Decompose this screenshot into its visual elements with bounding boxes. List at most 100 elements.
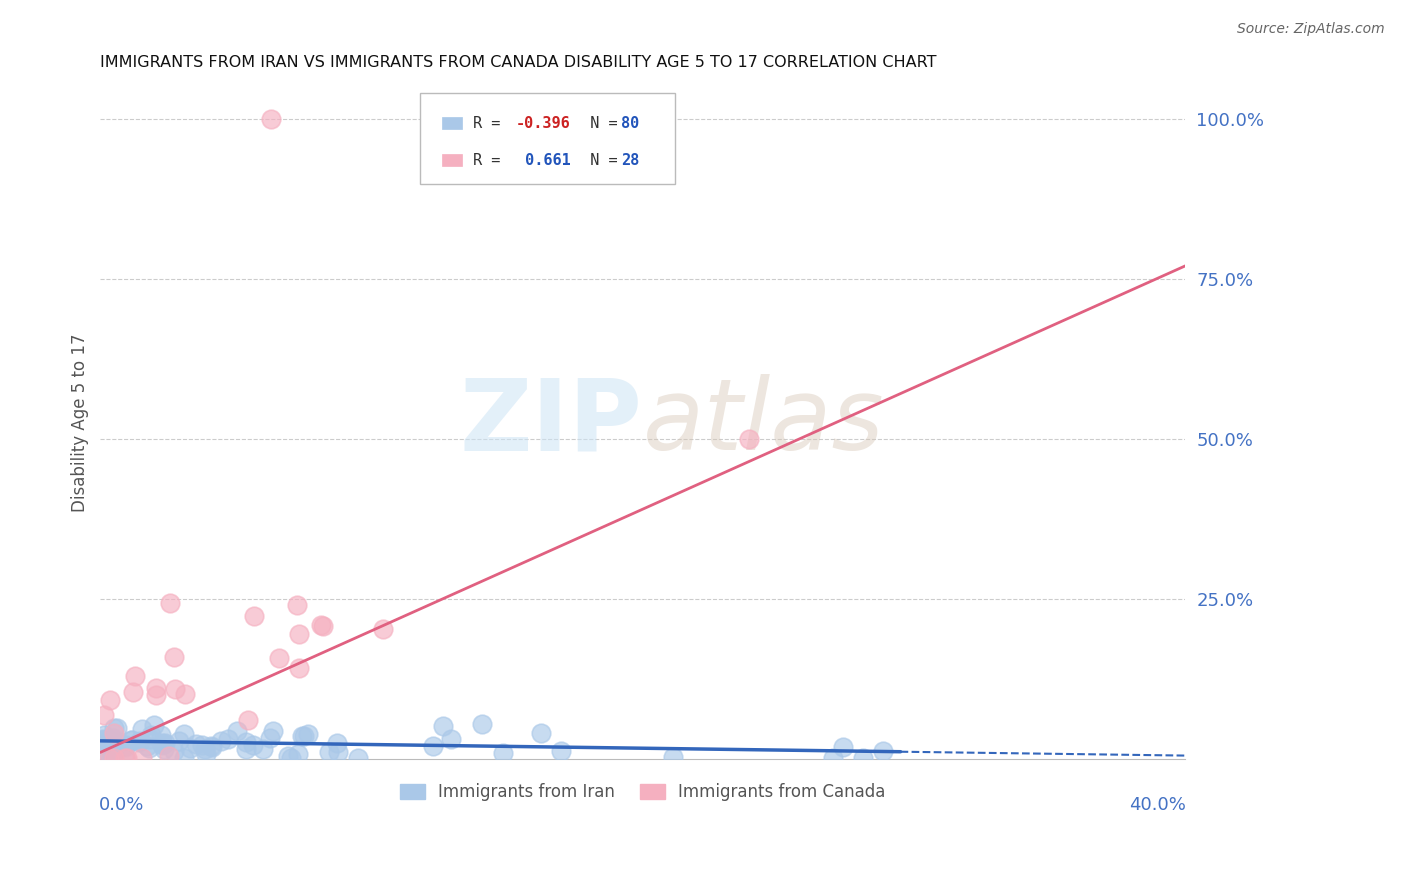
Text: IMMIGRANTS FROM IRAN VS IMMIGRANTS FROM CANADA DISABILITY AGE 5 TO 17 CORRELATIO: IMMIGRANTS FROM IRAN VS IMMIGRANTS FROM …: [100, 55, 936, 70]
Point: [422, 739, 444, 753]
Point: [114, 738, 136, 752]
Point: [110, 739, 132, 754]
Point: [852, 751, 875, 765]
Point: [101, 731, 124, 745]
Point: [186, 737, 208, 751]
Point: [550, 744, 572, 758]
Point: [145, 688, 167, 702]
Point: [105, 721, 128, 735]
Point: [101, 747, 124, 761]
Point: [112, 738, 135, 752]
Point: [832, 739, 855, 754]
Point: [121, 733, 143, 747]
Point: [312, 619, 335, 633]
Text: R =: R =: [472, 153, 519, 168]
Point: [150, 728, 173, 742]
Text: N =: N =: [572, 116, 627, 131]
Point: [326, 745, 349, 759]
Point: [347, 751, 370, 765]
FancyBboxPatch shape: [441, 154, 461, 167]
Point: [138, 741, 160, 756]
Text: 28: 28: [621, 153, 640, 168]
Point: [235, 742, 257, 756]
Point: [131, 722, 153, 736]
Point: [173, 727, 195, 741]
Point: [139, 732, 162, 747]
Point: [200, 739, 222, 753]
Point: [91, 732, 114, 747]
Point: [297, 727, 319, 741]
Y-axis label: Disability Age 5 to 17: Disability Age 5 to 17: [72, 334, 89, 512]
Point: [159, 596, 181, 610]
Text: Source: ZipAtlas.com: Source: ZipAtlas.com: [1237, 22, 1385, 37]
Point: [326, 736, 349, 750]
Point: [103, 736, 125, 750]
Point: [152, 741, 174, 756]
Point: [98, 693, 121, 707]
Point: [287, 747, 309, 761]
Point: [471, 716, 494, 731]
Point: [260, 112, 283, 126]
Point: [114, 739, 136, 754]
Point: [318, 745, 340, 759]
Point: [93, 728, 115, 742]
Point: [157, 748, 180, 763]
Point: [530, 726, 553, 740]
Text: ZIP: ZIP: [460, 374, 643, 471]
Point: [173, 751, 195, 765]
Point: [291, 729, 314, 743]
Point: [163, 744, 186, 758]
Point: [122, 685, 145, 699]
Point: [252, 741, 274, 756]
Point: [173, 687, 195, 701]
Point: [872, 744, 894, 758]
FancyBboxPatch shape: [420, 94, 675, 184]
Point: [135, 739, 157, 753]
Point: [823, 751, 845, 765]
Point: [152, 737, 174, 751]
Point: [211, 733, 233, 747]
Point: [167, 734, 190, 748]
Point: [150, 736, 173, 750]
Text: 40.0%: 40.0%: [1129, 796, 1187, 814]
Text: N =: N =: [572, 153, 627, 168]
Point: [195, 747, 218, 761]
Point: [103, 721, 125, 735]
Point: [145, 681, 167, 695]
Text: -0.396: -0.396: [516, 116, 571, 131]
Point: [103, 734, 125, 748]
Point: [131, 751, 153, 765]
Point: [661, 750, 683, 764]
Point: [93, 732, 115, 747]
Point: [280, 751, 302, 765]
Point: [124, 669, 146, 683]
Point: [120, 732, 142, 747]
Point: [94, 735, 117, 749]
Point: [288, 661, 311, 675]
Point: [432, 719, 454, 733]
Legend: Immigrants from Iran, Immigrants from Canada: Immigrants from Iran, Immigrants from Ca…: [394, 776, 893, 807]
Point: [115, 751, 138, 765]
Point: [217, 731, 239, 746]
Text: 0.0%: 0.0%: [100, 796, 145, 814]
Point: [91, 749, 114, 764]
Point: [128, 733, 150, 747]
Point: [373, 623, 395, 637]
Point: [440, 732, 463, 747]
Point: [103, 726, 125, 740]
Point: [201, 740, 224, 755]
Point: [179, 741, 201, 756]
Point: [236, 713, 259, 727]
Point: [225, 724, 247, 739]
Point: [96, 750, 118, 764]
Text: 80: 80: [621, 116, 640, 131]
Point: [114, 751, 136, 765]
Point: [150, 739, 173, 753]
Point: [112, 739, 135, 753]
Point: [143, 718, 166, 732]
Point: [139, 729, 162, 743]
Text: atlas: atlas: [643, 374, 884, 471]
Point: [103, 751, 125, 765]
FancyBboxPatch shape: [441, 117, 461, 129]
Point: [98, 736, 121, 750]
